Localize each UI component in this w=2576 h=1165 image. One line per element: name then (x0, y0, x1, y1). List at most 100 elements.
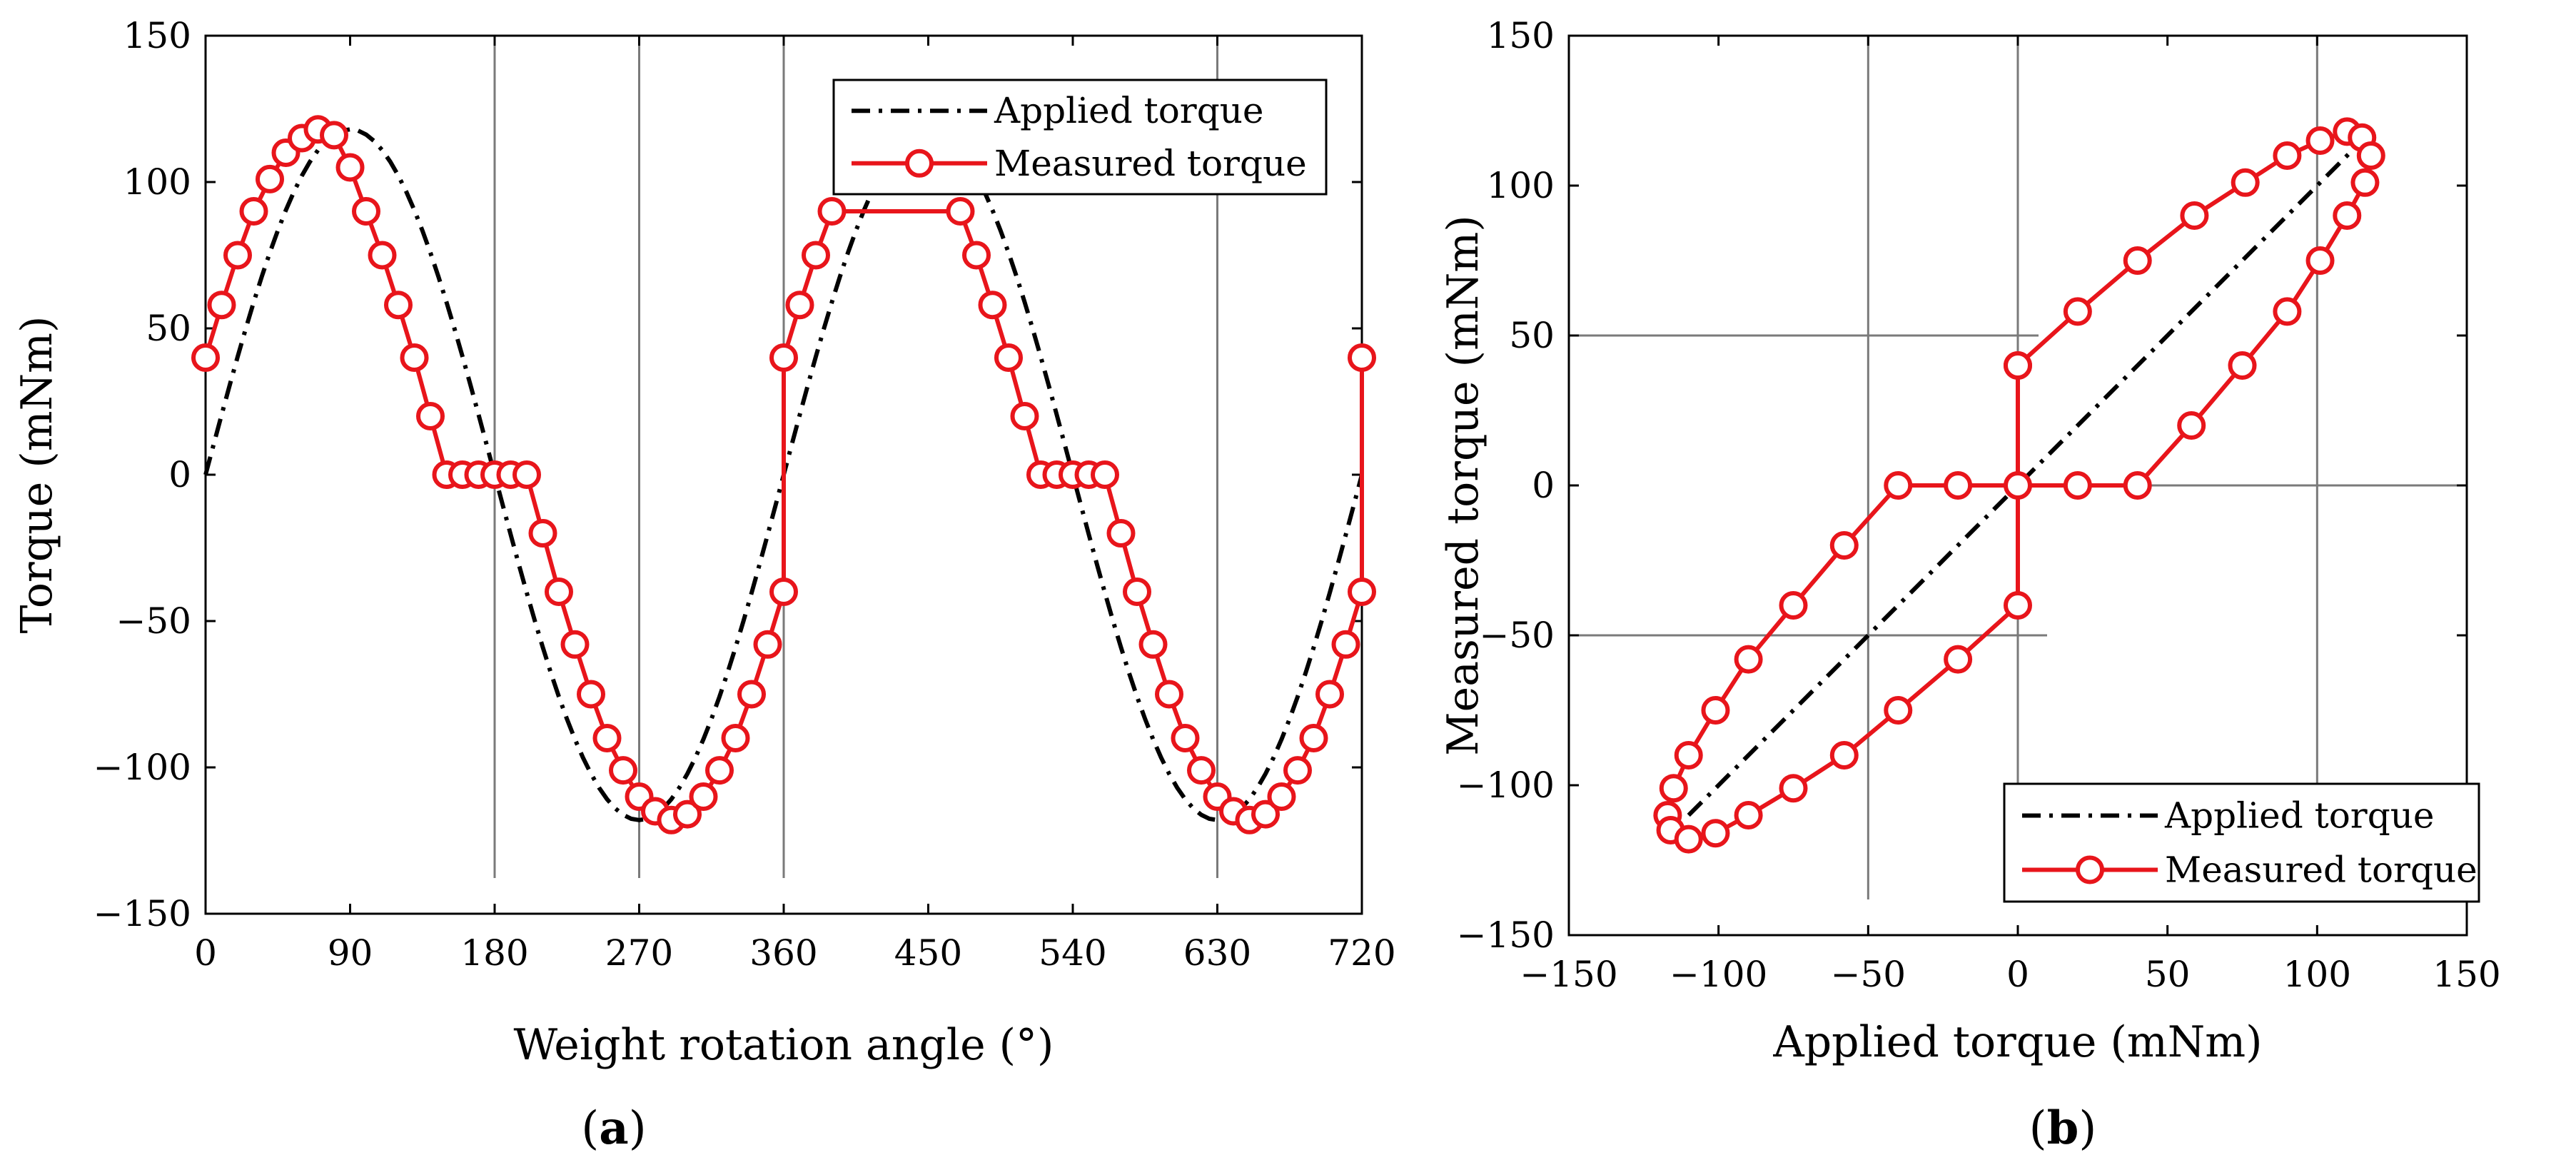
panel-b-y-tick-label: −100 (1457, 765, 1555, 806)
panel-a-measured-torque-marker (239, 197, 268, 226)
panel-b-measured-torque-marker (1829, 741, 1859, 770)
panel-a-y-tick-label: 0 (168, 454, 191, 495)
panel-a-measured-torque-marker (1283, 756, 1312, 785)
panel-b-measured-torque-marker (1884, 471, 1913, 500)
panel-b-measured-torque-marker (1701, 696, 1730, 725)
panel-a-measured-torque-marker (256, 164, 284, 193)
panel-b-measured-torque-marker (1944, 645, 1973, 674)
panel-a-measured-torque-marker (769, 343, 798, 372)
panel-a-x-tick-label: 540 (1039, 932, 1106, 974)
panel-a-legend-label: Applied torque (994, 90, 1264, 131)
panel-b-x-tick-label: −50 (1831, 954, 1906, 995)
panel-a-x-tick-label: 450 (894, 932, 962, 974)
panel-b-measured-torque-marker (1829, 531, 1859, 560)
panel-b-measured-torque-marker (1884, 696, 1913, 725)
panel-a-measured-torque-marker (1138, 630, 1168, 659)
panel-b-measured-torque-marker (2004, 591, 2032, 620)
panel-a-measured-torque-marker (673, 800, 702, 829)
panel-label-a: (a) (581, 1101, 646, 1155)
panel-a-measured-torque-marker (978, 291, 1007, 320)
panel-a-y-tick-label: −50 (116, 600, 191, 642)
panel-a-measured-torque-marker (1348, 343, 1376, 372)
panel-a-measured-torque-marker (592, 724, 622, 752)
panel-a-x-axis-label: Weight rotation angle (°) (514, 1020, 1054, 1070)
panel-a-measured-torque-marker (1171, 724, 1200, 752)
panel-a-measured-torque-marker (1106, 519, 1136, 548)
panel-b-measured-torque-marker (2273, 297, 2302, 326)
panel-a-measured-torque-marker (528, 519, 557, 548)
panel-a-legend-measured-marker (905, 148, 934, 178)
panel-b-measured-torque-marker (2004, 471, 2032, 500)
panel-a-y-tick-label: −100 (94, 747, 191, 788)
panel-b-measured-torque-marker (2273, 141, 2302, 170)
panel-b-measured-torque-marker (2333, 201, 2362, 230)
panel-a-measured-torque-marker (560, 630, 590, 659)
panel-b-measured-torque-marker (1659, 774, 1688, 803)
panel-b-x-axis-label: Applied torque (mNm) (1772, 1017, 2262, 1067)
panel-a-x-tick-label: 720 (1328, 932, 1395, 974)
panel-b-measured-torque-marker (1734, 801, 1763, 829)
panel-a-legend-label: Measured torque (994, 143, 1307, 184)
panel-a-measured-torque-marker (223, 241, 252, 270)
panel-b-y-tick-label: 50 (1509, 315, 1555, 356)
panel-b-measured-torque-marker (1701, 819, 1730, 848)
panel-a-measured-torque-marker (946, 197, 975, 226)
panel-a-measured-torque-marker (994, 343, 1023, 372)
panel-a-measured-torque-marker (785, 291, 814, 320)
panel-a-measured-torque-marker (1091, 460, 1119, 489)
panel-a-y-tick-label: −150 (94, 893, 191, 934)
chart-panel-b: −150 −100 −50 0 50 100 150 −150 −100 −50 0 50 100 150… (1438, 15, 2501, 1067)
panel-b-measured-torque-marker (2231, 168, 2260, 197)
panel-a-measured-torque-marker (1299, 724, 1328, 752)
panel-b-measured-torque-marker (1674, 741, 1703, 770)
panel-a-measured-torque-marker (737, 680, 766, 709)
panel-b-x-tick-label: 0 (2006, 954, 2029, 995)
panel-b-x-tick-label: −100 (1670, 954, 1767, 995)
panel-b-measured-torque-marker (2228, 351, 2257, 380)
panel-a-x-tick-label: 630 (1183, 932, 1251, 974)
panel-b-measured-torque-marker (2180, 201, 2209, 230)
panel-a-x-tick-label: 360 (749, 932, 817, 974)
panel-b-measured-torque-marker (2305, 246, 2335, 275)
panel-a-x-tick-label: 180 (460, 932, 528, 974)
panel-a-measured-torque-marker (1251, 800, 1280, 829)
panel-b-measured-torque-marker (2177, 411, 2206, 440)
panel-a-y-axis-label: Torque (mNm) (12, 316, 62, 634)
panel-b-y-tick-label: −50 (1479, 615, 1555, 656)
panel-a-measured-torque-marker (335, 153, 365, 182)
panel-b-measured-torque-marker (2305, 126, 2335, 155)
panel-a-measured-torque-marker (609, 756, 637, 785)
panel-a-measured-torque-marker (1331, 630, 1360, 659)
panel-b-x-tick-label: −150 (1520, 954, 1617, 995)
panel-a-measured-torque-marker (689, 782, 718, 811)
panel-a-measured-torque-marker (384, 291, 413, 320)
panel-a-measured-torque-marker (512, 460, 541, 489)
panel-b-x-tick-label: 150 (2433, 954, 2500, 995)
panel-b-measured-torque-marker (2356, 141, 2385, 170)
panel-b-y-tick-label: 0 (1532, 465, 1555, 506)
panel-b-x-tick-label: 100 (2283, 954, 2351, 995)
panel-a-measured-torque-marker (1348, 578, 1376, 606)
panel-a-x-tick-label: 0 (194, 932, 217, 974)
panel-b-x-tick-label: 50 (2145, 954, 2191, 995)
panel-a-measured-torque-marker (400, 343, 429, 372)
panel-a-y-tick-label: 100 (123, 161, 191, 203)
panel-b-legend-measured-marker (2076, 855, 2104, 884)
panel-a-measured-torque-marker (320, 121, 348, 150)
panel-a-measured-torque-marker (817, 197, 847, 226)
panel-b-legend-label: Applied torque (2164, 795, 2435, 837)
panel-b-measured-torque-marker (2350, 168, 2380, 197)
panel-b-measured-torque-marker (1734, 645, 1763, 674)
panel-b-y-tick-label: 150 (1487, 15, 1555, 56)
panel-b-measured-torque-marker (1779, 774, 1808, 803)
panel-a-x-tick-label: 90 (328, 932, 373, 974)
panel-a-measured-torque-marker (753, 630, 782, 659)
panel-a-measured-torque-marker (368, 241, 397, 270)
panel-a-measured-torque-marker (802, 241, 830, 270)
panel-b-measured-torque-marker (2004, 351, 2032, 380)
panel-a-measured-torque-marker (1010, 402, 1039, 430)
panel-a-measured-torque-marker (545, 578, 573, 606)
panel-a-y-tick-label: 150 (123, 15, 191, 56)
panel-a-measured-torque-marker (352, 197, 380, 226)
